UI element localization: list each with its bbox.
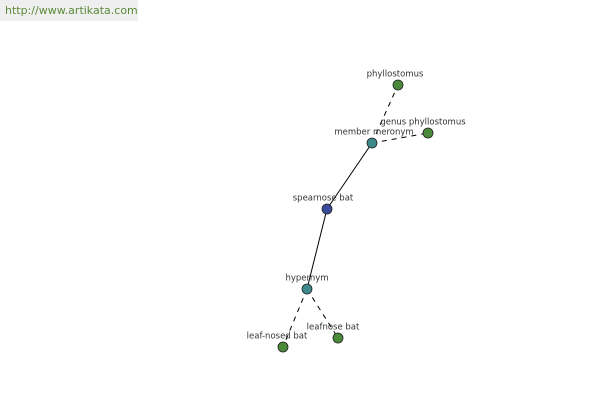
header-box — [0, 0, 138, 21]
header-url[interactable]: http://www.artikata.com — [5, 4, 138, 17]
node — [321, 203, 333, 215]
node-label: spearnose bat — [293, 194, 354, 204]
node — [301, 283, 313, 295]
node — [392, 79, 404, 91]
edge — [326, 142, 373, 210]
node — [422, 127, 434, 139]
node — [277, 341, 289, 353]
edges — [282, 84, 429, 348]
edge — [282, 288, 308, 348]
node-label: leafnose bat — [307, 323, 360, 333]
node — [366, 137, 378, 149]
edge — [306, 208, 328, 290]
node-label: hypernym — [285, 274, 328, 284]
node-label: phyllostomus — [367, 70, 424, 80]
node-label: member meronym — [334, 128, 413, 138]
node — [332, 332, 344, 344]
node-label: genus phyllostomus — [380, 118, 466, 128]
node-label: leaf-nosed bat — [247, 332, 308, 342]
edge — [371, 84, 399, 144]
